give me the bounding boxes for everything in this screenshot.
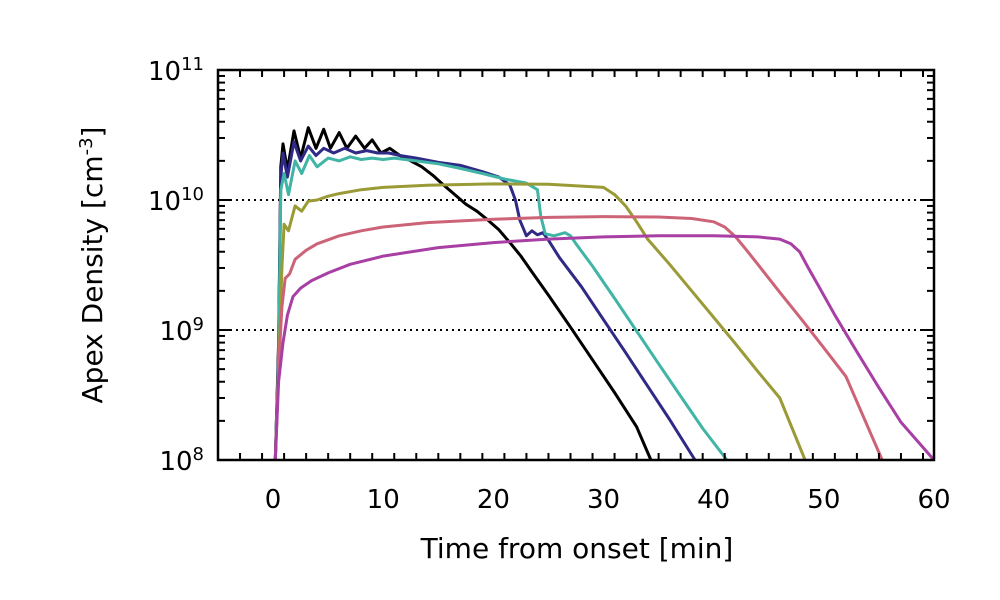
x-axis-title: Time from onset [min] (420, 532, 734, 565)
series-line-navy (273, 140, 697, 461)
y-tick-exponent: 8 (193, 444, 204, 465)
x-tick-label: 50 (807, 485, 840, 515)
y-tick-base: 10 (159, 317, 192, 347)
y-tick-label: 109 (159, 314, 204, 348)
y-axis-title-main: Apex Density [cm (76, 155, 109, 403)
y-tick-base: 10 (148, 57, 181, 87)
x-tick-label: 0 (265, 485, 282, 515)
x-tick-label: 60 (917, 485, 950, 515)
series-line-rose (273, 215, 884, 461)
x-tick-label: 20 (477, 485, 510, 515)
y-axis-title-close: ] (76, 127, 109, 138)
series-line-black (273, 126, 653, 461)
grid-layer (218, 199, 934, 331)
y-axis-title-exponent: -3 (76, 137, 97, 155)
y-tick-exponent: 10 (181, 184, 204, 205)
series-line-olive (273, 182, 807, 461)
y-tick-base: 10 (159, 447, 192, 477)
x-tick-label: 40 (697, 485, 730, 515)
plot-frame (216, 68, 936, 462)
x-tick-label: 30 (587, 485, 620, 515)
series-line-teal (273, 154, 729, 461)
series-line-magenta (273, 234, 936, 461)
y-axis-title: Apex Density [cm-3] (76, 127, 110, 404)
y-tick-exponent: 11 (181, 54, 204, 75)
y-tick-label: 108 (159, 444, 204, 478)
y-tick-exponent: 9 (193, 314, 204, 335)
series-layer (273, 126, 936, 461)
tick-layer (217, 69, 934, 461)
y-tick-label: 1011 (148, 54, 204, 88)
x-tick-label: 10 (367, 485, 400, 515)
y-tick-label: 1010 (148, 184, 204, 218)
y-tick-base: 10 (148, 187, 181, 217)
